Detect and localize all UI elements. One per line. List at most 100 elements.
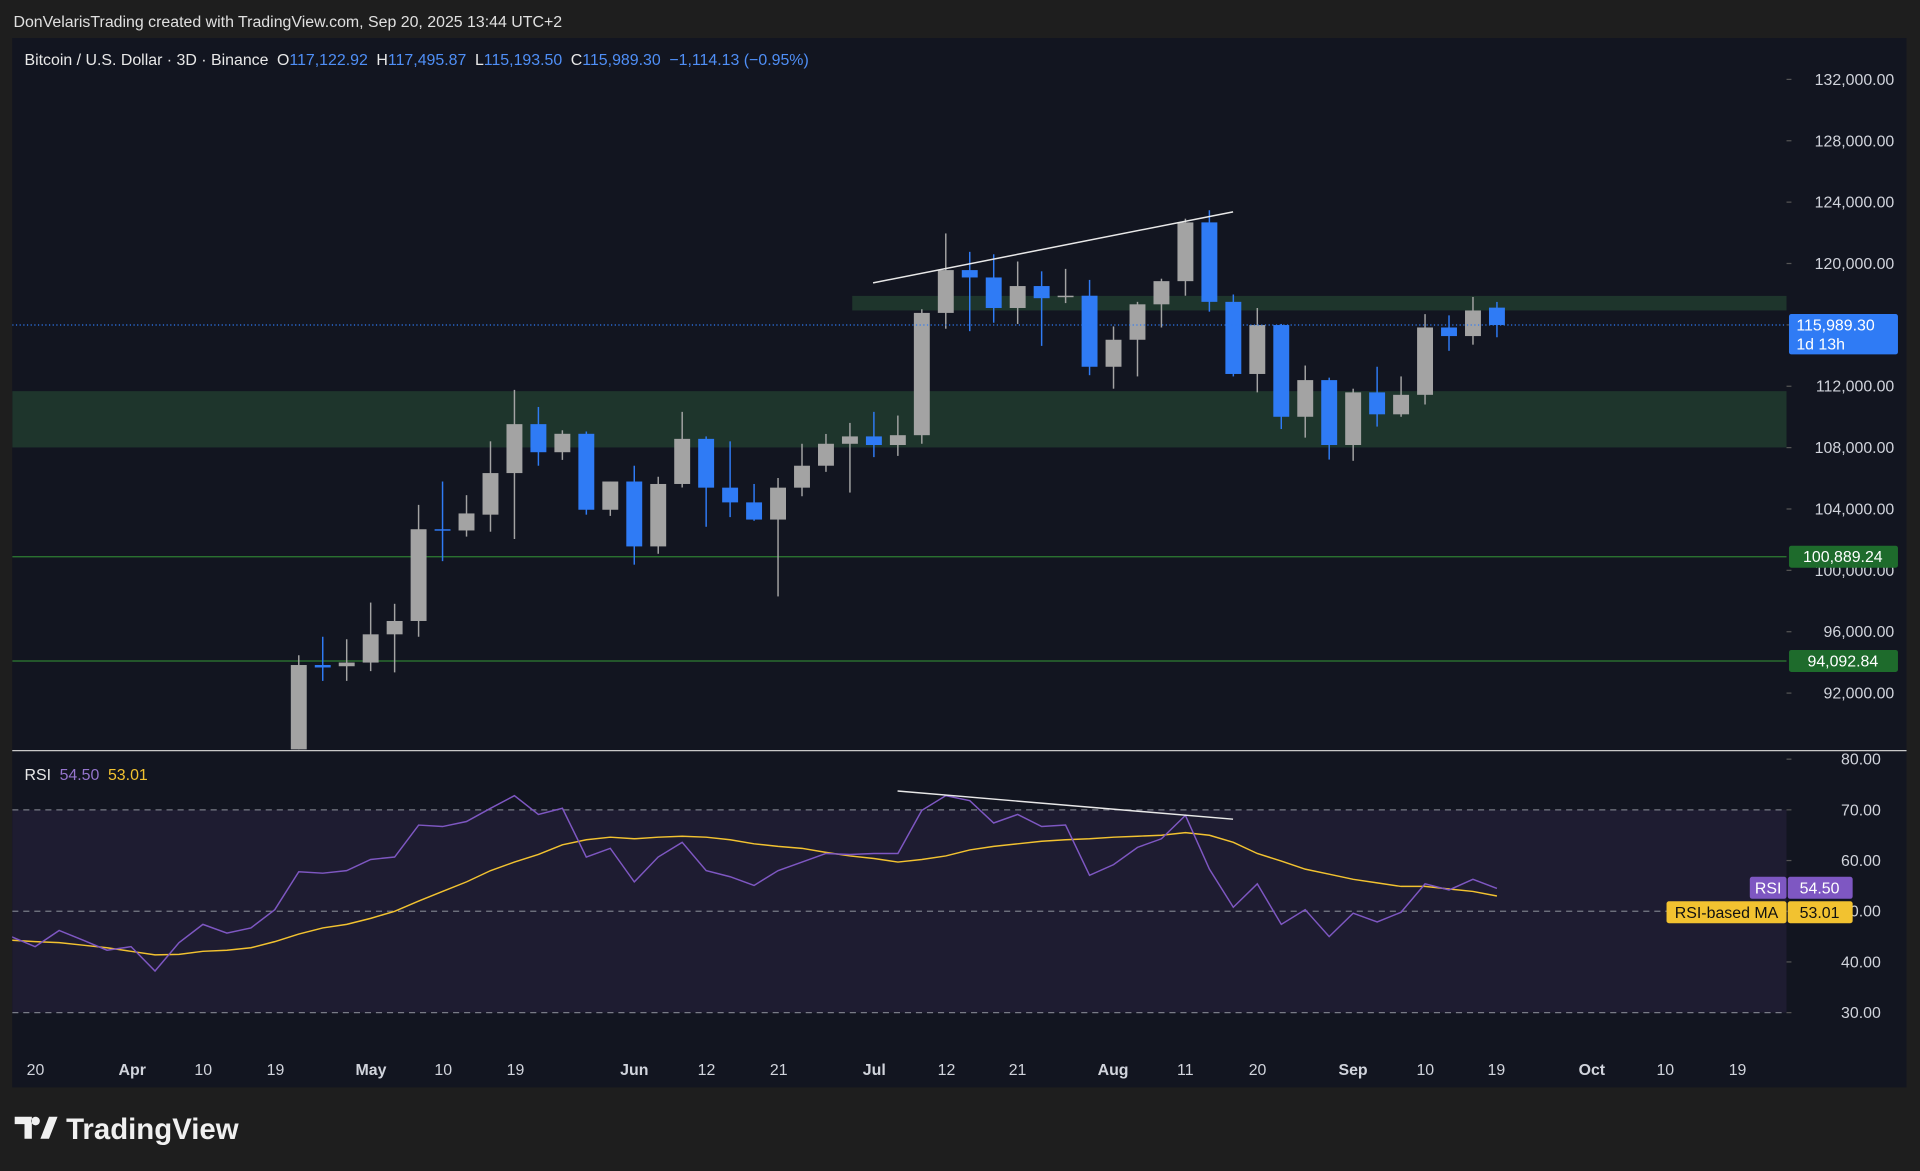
rsi-line — [12, 794, 1498, 973]
candle-body — [506, 424, 523, 474]
y-tick-label: 124,000.00 — [1815, 195, 1895, 212]
candle-body — [314, 665, 331, 668]
candle-body — [1465, 310, 1481, 337]
y-tick-label: 96,000.00 — [1824, 624, 1895, 641]
y-tick-label: 60.00 — [1841, 853, 1881, 870]
candle-body — [1441, 327, 1457, 337]
x-tick-label: 19 — [507, 1062, 525, 1079]
x-tick-label: 12 — [698, 1062, 716, 1079]
x-tick-label: 20 — [1249, 1062, 1267, 1079]
series-name-box — [1749, 876, 1787, 899]
candle-body — [1201, 222, 1218, 302]
x-tick-label: Sep — [1338, 1062, 1367, 1079]
y-tick-label: 92,000.00 — [1824, 686, 1895, 703]
y-tick-label: 80.00 — [1841, 752, 1881, 769]
candle-body — [458, 513, 475, 531]
brand: TradingView — [66, 1113, 239, 1146]
candle-body — [602, 481, 619, 510]
candle-body — [1369, 392, 1386, 415]
candle-body — [985, 277, 1002, 308]
legend: Bitcoin / U.S. Dollar · 3D · Binance O117… — [24, 52, 808, 69]
price-pane — [12, 210, 1787, 750]
level-label: 100,889.24 — [1803, 549, 1883, 566]
series-value-box — [1787, 901, 1853, 924]
rsi-title: RSI — [24, 767, 51, 784]
chart-area — [12, 37, 1907, 1088]
candle-body — [1033, 286, 1050, 299]
series-value: 54.50 — [1800, 880, 1840, 897]
y-tick-label: 40.00 — [1841, 954, 1881, 971]
ohlc-label: H — [376, 52, 388, 69]
candle-body — [794, 465, 810, 488]
candle-body — [961, 270, 978, 278]
rsi-pane — [12, 794, 1787, 1014]
x-tick-label: 10 — [1656, 1062, 1674, 1079]
trend-line — [872, 211, 1234, 284]
candle-body — [698, 438, 715, 488]
x-tick-label: 11 — [1177, 1062, 1194, 1079]
candle-body — [410, 529, 427, 621]
ohlc-value: 115,989.30 — [582, 52, 661, 69]
overlay — [872, 211, 1234, 820]
x-tick-label: 20 — [27, 1062, 45, 1079]
y-tick-label: 132,000.00 — [1815, 72, 1895, 89]
ohlc-label: L — [475, 52, 484, 69]
candle-body — [841, 436, 858, 444]
y-tick-label: 120,000.00 — [1815, 256, 1895, 273]
ohlc-label: C — [571, 52, 583, 69]
level-label: 94,092.84 — [1807, 653, 1878, 670]
ma-value: 53.01 — [108, 767, 148, 784]
candle-body — [1297, 380, 1314, 417]
ohlc-value: 115,193.50 — [484, 52, 563, 69]
x-tick-label: Oct — [1579, 1062, 1606, 1079]
ohlc-value: 117,122.92 — [289, 52, 368, 69]
candle-body — [770, 487, 786, 520]
candle-body — [1105, 339, 1122, 367]
candle-body — [290, 665, 307, 750]
candle-body — [1273, 325, 1290, 417]
y-tick-label: 104,000.00 — [1815, 501, 1895, 518]
series-value: 53.01 — [1800, 905, 1840, 922]
series-name: RSI-based MA — [1675, 905, 1779, 922]
ohlc-value: 117,495.87 — [388, 52, 467, 69]
candle-body — [1488, 307, 1505, 326]
candle-body — [338, 662, 355, 667]
level-box — [1788, 545, 1898, 568]
candle-body — [626, 481, 643, 547]
candle-body — [1321, 380, 1338, 446]
x-tick-label: 19 — [1487, 1062, 1505, 1079]
candle-body — [1345, 392, 1362, 446]
candle-body — [434, 529, 451, 531]
rsi-legend: RSI 54.50 53.01 — [24, 767, 147, 784]
candle-body — [386, 620, 403, 635]
candle-body — [1249, 325, 1266, 374]
last-price-box — [1788, 314, 1898, 355]
countdown: 1d 13h — [1796, 337, 1845, 354]
last-price-label: 115,989.30 — [1796, 318, 1875, 335]
candle-body — [865, 436, 882, 446]
candle-body — [913, 312, 930, 436]
y-tick-label: 128,000.00 — [1815, 133, 1895, 150]
x-tick-label: 10 — [1416, 1062, 1434, 1079]
candle-body — [554, 433, 571, 453]
logo-icon — [14, 1116, 58, 1139]
rsi-ma-line — [12, 831, 1498, 956]
attribution: DonVelarisTrading created with TradingVi… — [13, 14, 562, 31]
candle-body — [1417, 327, 1434, 395]
y-tick-label: 70.00 — [1841, 802, 1881, 819]
candle-body — [578, 433, 595, 510]
candle-body — [1153, 281, 1170, 305]
candle-body — [1225, 301, 1242, 374]
candle-body — [722, 487, 739, 503]
x-tick-label: 19 — [267, 1062, 285, 1079]
x-tick-label: May — [356, 1062, 387, 1079]
y-tick-label: 112,000.00 — [1816, 379, 1895, 396]
candle-body — [889, 435, 906, 446]
candle-body — [674, 438, 691, 484]
candle-body — [1009, 286, 1026, 308]
series-value-box — [1787, 876, 1853, 899]
x-tick-label: Aug — [1098, 1062, 1129, 1079]
x-tick-label: 10 — [194, 1062, 212, 1079]
candle-body — [362, 634, 379, 663]
